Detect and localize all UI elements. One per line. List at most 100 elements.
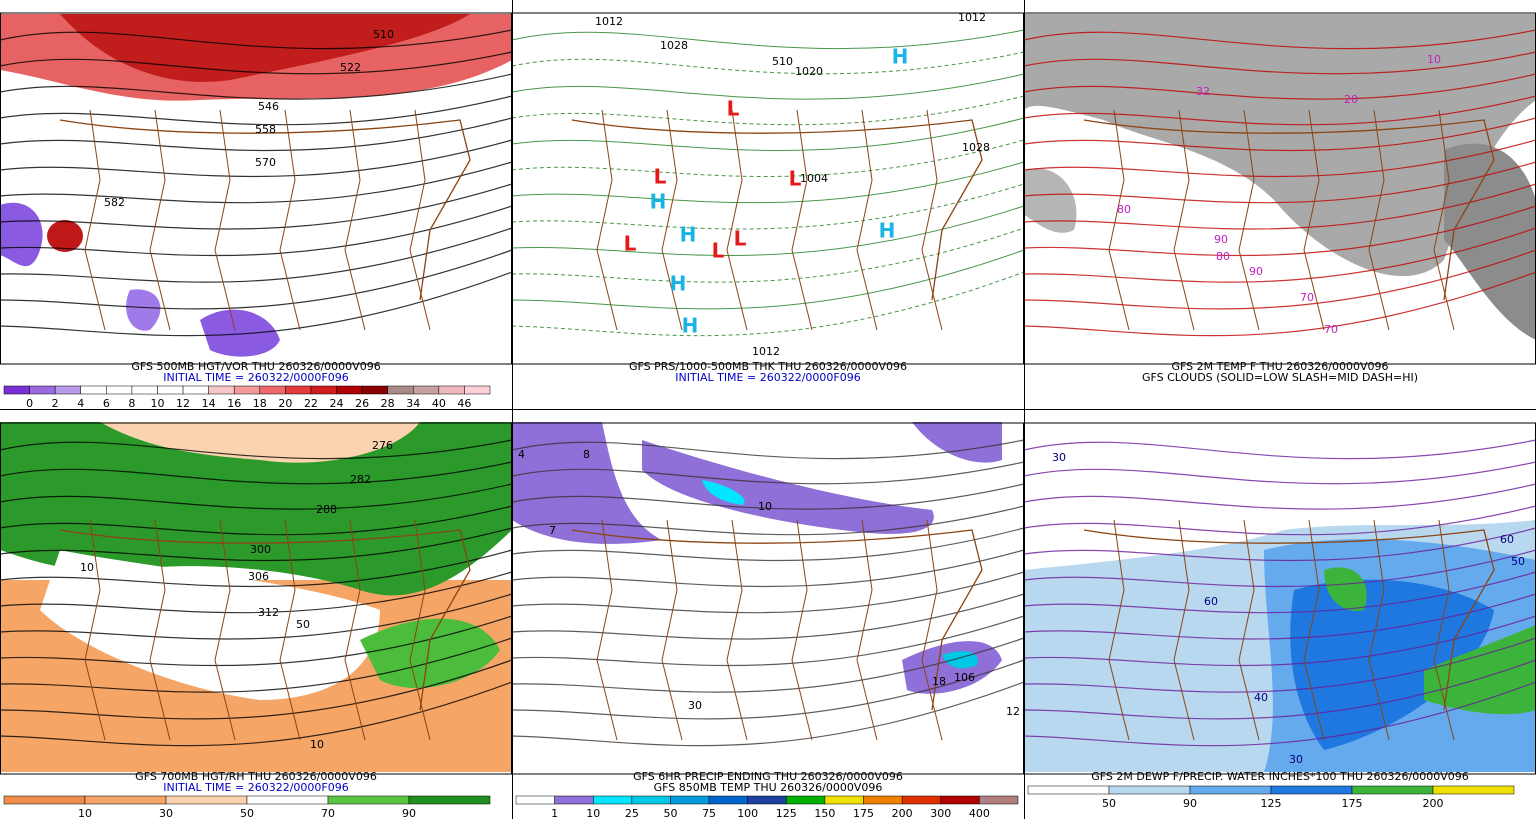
contour-line [511,681,1025,747]
pressure-center: L [654,165,667,189]
contour-line [1023,139,1536,178]
contour-line [511,549,1025,588]
contour-line [1023,681,1536,747]
border-line [571,119,983,301]
pressure-center: L [727,97,740,121]
precip-area [912,422,1002,463]
contour-label: 288 [316,503,337,516]
contour-line [0,29,513,50]
colorbar-label: 4 [77,397,84,410]
contour-line [1023,505,1536,536]
contour-label: 558 [255,123,276,136]
colorbar-label: 1 [551,807,558,819]
contour-label: 50 [1511,555,1525,568]
pressure-center: L [734,227,747,251]
contour-label: 30 [1289,753,1303,766]
colorbar-box [940,795,980,805]
pressure-center: H [892,45,909,69]
colorbar-box [259,385,286,395]
border-line [409,519,431,741]
colorbar-box [408,795,491,805]
contour-label: 7 [549,524,556,537]
contour-line [511,527,1025,562]
contour-label: 12 [1006,705,1020,718]
border-line [856,519,878,741]
colorbar-label: 300 [930,807,951,819]
border-line [214,519,236,741]
border-line [1108,519,1130,741]
colorbar-box [310,385,337,395]
colorbar-box [3,795,86,805]
colorbar-label: 16 [227,397,241,410]
precip-area [642,440,934,534]
map-frame [0,422,512,775]
colorbar-box [786,795,826,805]
contour-line [1023,527,1536,562]
colorbar-label: 400 [969,807,990,819]
contour-label: 30 [1052,451,1066,464]
border-line [791,519,813,741]
contour-label: 40 [1254,691,1268,704]
colorbar-box [1189,785,1272,795]
contour-line [511,227,1025,283]
contour-label: 50 [296,618,310,631]
colorbar-box [3,385,30,395]
contour-label: 282 [350,473,371,486]
vorticity-area [200,309,280,357]
border-line [149,109,171,331]
contour-label: 90 [1249,265,1263,278]
panel: 30 60 50 60 40 30 GFS 2M DEWP F/PRECIP. WATER … [1023,422,1536,810]
contour-line [1023,461,1536,485]
colorbar-label: 20 [278,397,292,410]
colorbar-label: 70 [321,807,335,819]
contour-line [0,249,513,310]
contour-label: 4 [518,448,525,461]
panel: 276 282 288 300 306 312 50 10 10 GFS 700MB HGT/RH… [0,422,513,820]
colorbar-label: 125 [776,807,797,819]
panel: 80 90 90 80 70 32 10 20 70 GFS 2M TEMP F THU 2603… [1023,12,1536,384]
panel: 8 4 7 10 18 106 12 30 GFS 6HR PRECIP ENDING THU … [511,422,1025,820]
colorbar-box [464,385,491,395]
contour-label: 312 [258,606,279,619]
colorbar-label: 34 [406,397,420,410]
pw-area [1290,579,1494,750]
colorbar-label: 30 [159,807,173,819]
colorbar-label: 50 [1102,797,1116,810]
contour-line [0,439,513,460]
colorbar-label: 50 [240,807,254,819]
pressure-center: L [789,167,802,191]
contour-label: 10 [1427,53,1441,66]
contour-line [511,271,1025,337]
colorbar-label: 8 [128,397,135,410]
contour-label: 570 [255,156,276,169]
caption: GFS 700MB HGT/RH THU 260326/0000V096 [135,770,377,783]
colorbar-box [1270,785,1353,795]
contour-line [511,439,1025,460]
vorticity-area [0,202,43,267]
border-line [344,109,366,331]
colorbar-label: 125 [1261,797,1282,810]
contour-line [511,659,1025,720]
contour-line [511,593,1025,640]
contour-label: 1020 [795,65,823,78]
vorticity-area [126,289,161,331]
colorbar-label: 90 [402,807,416,819]
colorbar-box [747,795,787,805]
contour-line [0,483,513,510]
contour-label: 300 [250,543,271,556]
contour-line [0,593,513,640]
contour-line [0,73,513,100]
colorbar-label: 12 [176,397,190,410]
contour-label: 32 [1196,85,1210,98]
contour-line [0,95,513,126]
contour-label: 582 [104,196,125,209]
contour-label: 80 [1216,250,1230,263]
colorbar-box [208,385,235,395]
contour-label: 10 [80,561,94,574]
contour-label: 18 [932,675,946,688]
contour-line [1023,29,1536,50]
contour-line [0,461,513,485]
contour-line [511,571,1025,614]
contour-label: 306 [248,570,269,583]
colorbar-label: 26 [355,397,369,410]
